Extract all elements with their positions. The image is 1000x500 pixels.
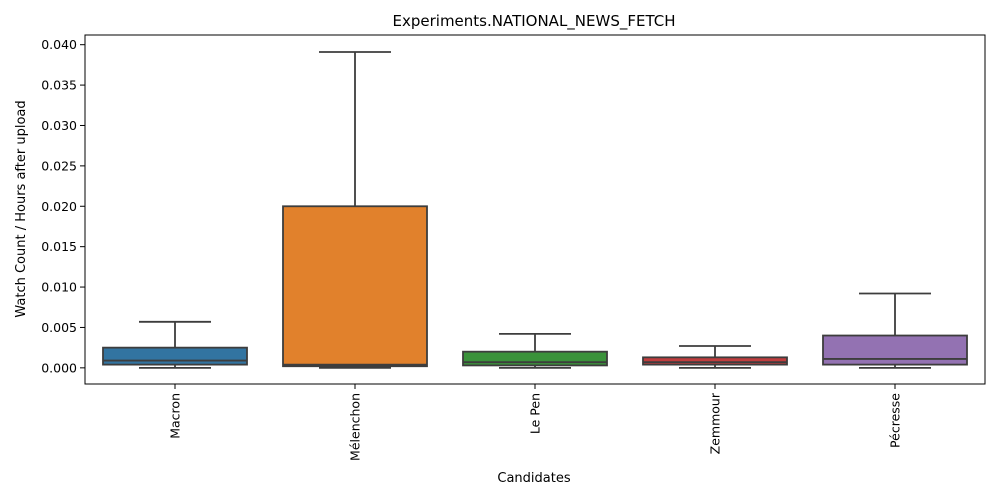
y-tick-label: 0.040 [41, 37, 77, 52]
y-tick-label: 0.015 [41, 239, 77, 254]
y-axis-title: Watch Count / Hours after upload [14, 100, 29, 317]
chart-title: Experiments.NATIONAL_NEWS_FETCH [393, 12, 676, 31]
y-tick-label: 0.020 [41, 199, 77, 214]
iqr-box [822, 334, 968, 366]
x-tick-label: Le Pen [528, 393, 543, 434]
x-tick-label: Macron [168, 393, 183, 439]
iqr-box [462, 350, 608, 367]
y-tick-label: 0.035 [41, 78, 77, 93]
y-tick-label: 0.010 [41, 280, 77, 295]
box-4 [642, 345, 788, 369]
iqr-box [282, 205, 428, 368]
iqr-box [102, 346, 248, 366]
x-tick-label: Mélenchon [348, 393, 363, 461]
plot-area [84, 34, 986, 385]
plot-frame [84, 34, 986, 385]
box-5 [822, 292, 968, 369]
x-tick-label: Zemmour [708, 392, 723, 454]
box-2 [282, 51, 428, 369]
x-axis-title: Candidates [497, 471, 570, 486]
y-axis: 0.000 0.005 0.010 0.015 0.020 0.025 0.030 0.035… [41, 37, 85, 375]
y-tick-label: 0.025 [41, 158, 77, 173]
x-tick-label: Pécresse [888, 393, 903, 448]
iqr-box [642, 356, 788, 366]
y-tick-label: 0.005 [41, 320, 77, 335]
y-tick-label: 0.000 [41, 360, 77, 375]
box-1 [102, 320, 248, 369]
box-3 [462, 333, 608, 369]
y-tick-label: 0.030 [41, 118, 77, 133]
x-axis: Macron Mélenchon Le Pen Zemmour Pécresse [168, 384, 903, 461]
